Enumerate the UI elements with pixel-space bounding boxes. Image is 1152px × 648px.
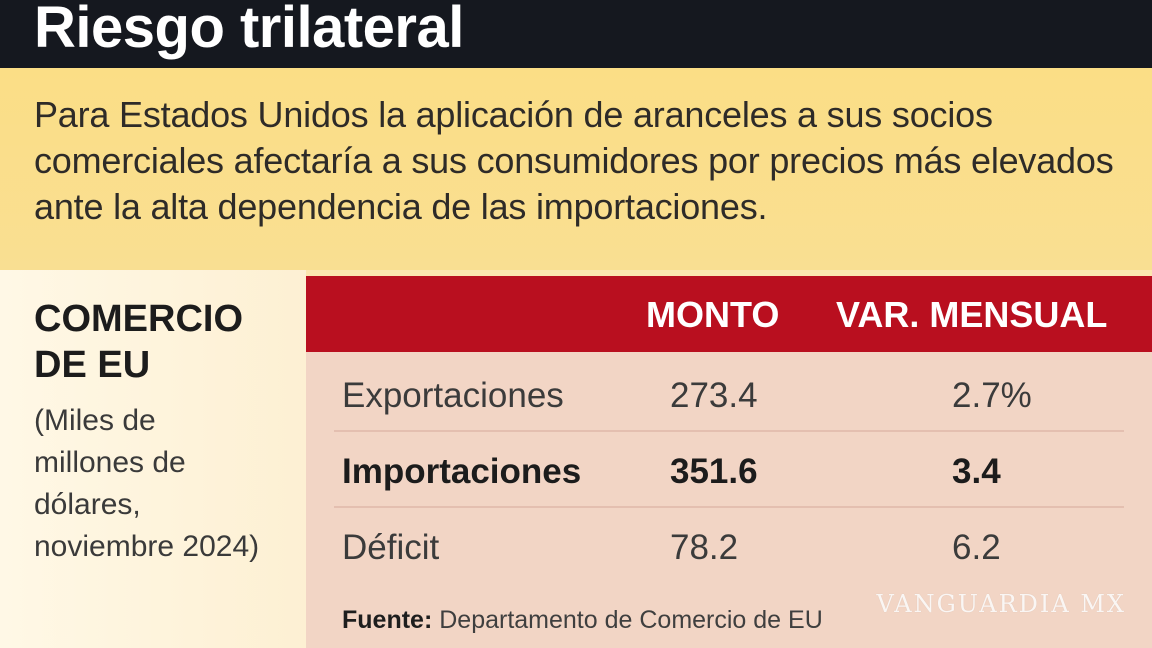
row-monto: 351.6: [670, 452, 758, 491]
trade-table: MONTO VAR. MENSUAL Exportaciones 273.4 2…: [306, 276, 1152, 648]
source-label: Fuente:: [342, 606, 433, 634]
table-caption-title: COMERCIO DE EU: [34, 298, 243, 386]
column-header-var-mensual: VAR. MENSUAL: [836, 294, 1108, 335]
intro-box: Para Estados Unidos la aplicación de ara…: [0, 68, 1152, 270]
row-label: Déficit: [342, 528, 440, 567]
source-text: Departamento de Comercio de EU: [439, 606, 823, 634]
row-label: Exportaciones: [342, 376, 564, 415]
table-row: Importaciones 351.6 3.4: [306, 434, 1152, 510]
row-monto: 273.4: [670, 376, 758, 415]
left-panel: COMERCIO DE EU (Miles de millones de dól…: [0, 270, 306, 648]
row-label: Importaciones: [342, 452, 582, 491]
source-note: Fuente: Departamento de Comercio de EU: [342, 606, 823, 635]
row-divider: [334, 430, 1124, 432]
row-var: 2.7%: [952, 376, 1032, 415]
intro-text: Para Estados Unidos la aplicación de ara…: [34, 94, 1114, 227]
page-title: Riesgo trilateral: [34, 0, 464, 60]
table-header: MONTO VAR. MENSUAL: [306, 276, 1152, 352]
publisher-watermark: VANGUARDIA MX: [876, 590, 1126, 618]
row-divider: [334, 506, 1124, 508]
table-row: Exportaciones 273.4 2.7%: [306, 358, 1152, 434]
column-header-monto: MONTO: [646, 294, 780, 335]
row-monto: 78.2: [670, 528, 739, 567]
row-var: 3.4: [952, 452, 1001, 491]
table-row: Déficit 78.2 6.2: [306, 510, 1152, 586]
header-bar: Riesgo trilateral: [0, 0, 1152, 68]
table-caption-units: (Miles de millones de dólares, noviembre…: [34, 404, 260, 563]
row-var: 6.2: [952, 528, 1001, 567]
